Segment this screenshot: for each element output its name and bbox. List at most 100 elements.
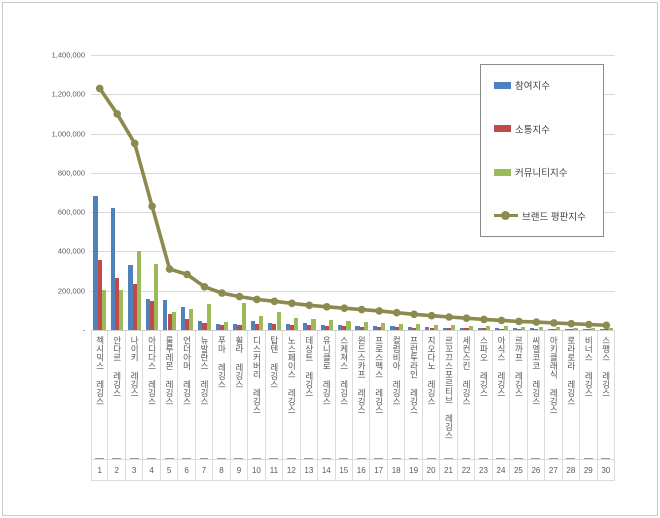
rank-label: 3	[125, 459, 143, 481]
reputation-marker	[480, 315, 488, 324]
category-label: 르까프 레깅스	[514, 336, 524, 459]
community-bar	[346, 321, 351, 330]
category-label-cell: 씨엘코코 레깅스	[528, 331, 544, 459]
category-column: 르꼬끄스포르티브 레깅스 21	[440, 331, 458, 481]
rank-label: 28	[562, 459, 580, 481]
category-label: 르꼬끄스포르티브 레깅스	[444, 336, 454, 459]
participation-bar	[337, 325, 343, 330]
category-column: 스케쳐스 레깅스 15	[335, 331, 353, 481]
category-label: 뉴발란스 레깅스	[199, 336, 209, 459]
category-label: 노스페이스 레깅스	[287, 336, 297, 459]
rank-label: 18	[387, 459, 405, 481]
category-label-cell: 스팽스 레깅스	[598, 331, 614, 459]
community-bar	[276, 312, 281, 330]
rank-label: 29	[580, 459, 597, 481]
category-label-cell: 르꼬끄스포르티브 레깅스	[440, 331, 456, 459]
participation-bar	[93, 195, 98, 330]
reputation-line-swatch-icon	[494, 211, 518, 221]
rank-label: 7	[195, 459, 213, 481]
category-label: 스팽스 레깅스	[601, 336, 611, 459]
participation-bar	[390, 326, 395, 330]
category-label: 데상트 레깅스	[304, 336, 314, 459]
category-label-cell: 데상트 레깅스	[301, 331, 317, 459]
category-label: 프런투라인 레깅스	[409, 336, 419, 459]
reputation-marker	[392, 308, 401, 317]
category-column: 탑텐 레깅스 11	[265, 331, 284, 481]
category-label-cell: 푸마 레깅스	[213, 331, 229, 459]
category-label: 아디다스 레깅스	[147, 336, 157, 459]
rank-label: 4	[143, 459, 160, 481]
rank-label: 27	[545, 459, 562, 481]
communication-bar	[342, 326, 347, 330]
legend-label: 브랜드 평판지수	[522, 211, 586, 223]
rank-label: 21	[440, 459, 457, 481]
category-label-cell: 프로스펙스 레깅스	[370, 331, 386, 459]
category-label: 룰루레몬 레깅스	[165, 336, 175, 459]
rank-label: 15	[335, 459, 352, 481]
legend-item-participation: 참여지수	[494, 78, 599, 92]
category-label-cell: 룰루레몬 레깅스	[161, 331, 177, 459]
category-label: 안다르 레깅스	[112, 336, 122, 459]
community-bar	[189, 309, 194, 330]
participation-bar	[425, 327, 430, 330]
community-bar	[381, 322, 386, 330]
rank-label: 5	[160, 459, 178, 481]
category-label-cell: 르까프 레깅스	[510, 331, 526, 459]
reputation-marker	[130, 139, 139, 148]
rank-label: 25	[510, 459, 527, 481]
communication-bar	[429, 327, 434, 330]
community-bar	[433, 324, 438, 330]
community-bar	[590, 327, 596, 330]
category-column: 윈드스카프 레깅스 16	[353, 331, 371, 481]
category-column: 스파오 레깅스 23	[475, 331, 493, 481]
participation-bar	[477, 328, 482, 330]
category-label-cell: 아디다스 레깅스	[143, 331, 159, 459]
participation-bar	[407, 327, 413, 330]
y-axis-tick-label: 400,000	[57, 246, 85, 256]
category-column: 씨엘코코 레깅스 26	[527, 331, 546, 481]
category-label: 스케쳐스 레깅스	[339, 336, 349, 459]
reputation-marker	[340, 304, 349, 312]
category-label-cell: 세컨스킨 레깅스	[458, 331, 474, 459]
category-label-cell: 유니클로 레깅스	[318, 331, 334, 459]
y-axis-tick-label: 200,000	[57, 286, 85, 296]
reputation-marker	[550, 319, 558, 327]
participation-bar	[565, 328, 570, 330]
community-bar	[573, 327, 578, 330]
category-label-cell: 휠라 레깅스	[231, 331, 247, 459]
communication-bar	[464, 328, 469, 330]
y-axis-tick-label: 1,400,000	[51, 50, 85, 60]
category-label-cell: 아키클래식 레깅스	[545, 331, 561, 459]
category-label: 지오다노 레깅스	[427, 336, 437, 459]
category-column: 젝시믹스 레깅스 1	[91, 331, 109, 481]
legend-label: 참여지수	[515, 81, 550, 92]
category-label: 푸마 레깅스	[217, 336, 227, 459]
category-label: 윈드스카프 레깅스	[357, 336, 367, 459]
category-label-cell: 스케쳐스 레깅스	[336, 331, 352, 459]
participation-bar	[355, 326, 360, 330]
rank-label: 13	[300, 459, 318, 481]
category-label: 언더아머 레깅스	[182, 336, 192, 459]
rank-label: 6	[178, 459, 195, 481]
category-label: 컬럼비아 레깅스	[392, 336, 402, 459]
category-label-cell: 탑텐 레깅스	[266, 331, 282, 459]
y-axis-tick-label: 600,000	[57, 207, 85, 217]
reputation-marker	[375, 307, 384, 315]
rank-label: 16	[353, 459, 370, 481]
rank-label: 10	[248, 459, 265, 481]
communication-bar	[446, 328, 452, 330]
category-label: 휠라 레깅스	[234, 336, 244, 459]
category-label: 씨엘코코 레깅스	[531, 336, 541, 459]
rank-label: 30	[597, 459, 614, 481]
legend-label: 커뮤니티지수	[515, 168, 568, 180]
communication-bar	[499, 328, 504, 330]
category-column: 디스커버리 레깅스 10	[248, 331, 266, 481]
category-label: 로라로라 레깅스	[566, 336, 576, 459]
participation-bar	[512, 328, 517, 330]
gridline	[91, 251, 615, 253]
community-bar	[451, 325, 456, 330]
participation-bar	[582, 328, 587, 330]
category-label: 아식스 레깅스	[496, 336, 506, 459]
category-column: 아식스 레깅스 24	[492, 331, 511, 481]
category-label-cell: 프런투라인 레깅스	[405, 331, 421, 459]
